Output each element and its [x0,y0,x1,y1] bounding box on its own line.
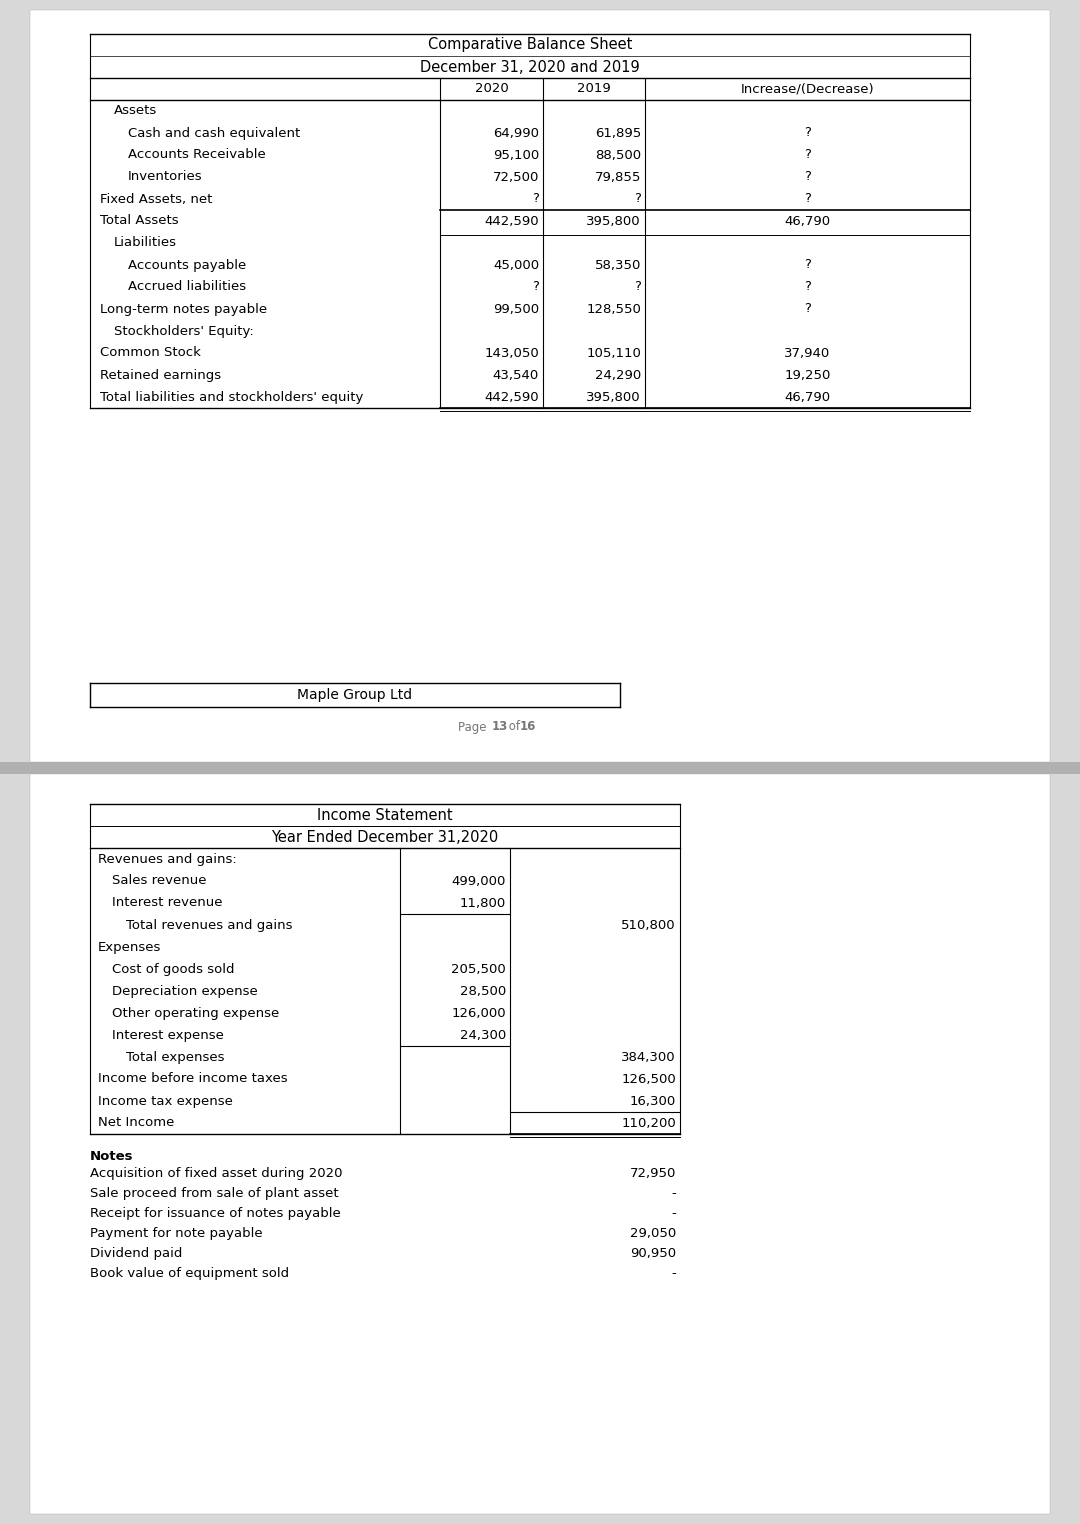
Text: Maple Group Ltd: Maple Group Ltd [297,687,413,703]
Text: Acquisition of fixed asset during 2020: Acquisition of fixed asset during 2020 [90,1167,342,1181]
Text: Accrued liabilities: Accrued liabilities [129,280,246,294]
Text: 45,000: 45,000 [492,259,539,271]
Text: Accounts payable: Accounts payable [129,259,246,271]
Text: 19,250: 19,250 [784,369,831,381]
Text: December 31, 2020 and 2019: December 31, 2020 and 2019 [420,59,639,75]
Text: Long-term notes payable: Long-term notes payable [100,302,267,315]
Text: Payment for note payable: Payment for note payable [90,1227,262,1241]
Text: 395,800: 395,800 [586,390,642,404]
Text: 43,540: 43,540 [492,369,539,381]
Text: Income before income taxes: Income before income taxes [98,1073,287,1085]
Text: Total expenses: Total expenses [126,1050,225,1064]
Text: -: - [672,1207,676,1221]
Text: 126,500: 126,500 [621,1073,676,1085]
Text: 16,300: 16,300 [630,1094,676,1108]
Text: 72,500: 72,500 [492,171,539,183]
Text: ?: ? [805,192,811,206]
Text: ?: ? [532,280,539,294]
Text: ?: ? [634,280,642,294]
Text: ?: ? [634,192,642,206]
Text: Income tax expense: Income tax expense [98,1094,233,1108]
Text: 128,550: 128,550 [586,302,642,315]
Text: Stockholders' Equity:: Stockholders' Equity: [114,325,254,337]
Text: Inventories: Inventories [129,171,203,183]
Text: Retained earnings: Retained earnings [100,369,221,381]
Text: 24,290: 24,290 [595,369,642,381]
Text: ?: ? [805,302,811,315]
Text: 110,200: 110,200 [621,1117,676,1129]
Bar [0,762,1080,774]
Text: ?: ? [805,259,811,271]
Text: 79,855: 79,855 [595,171,642,183]
Text: Assets: Assets [114,105,158,117]
Text: Net Income: Net Income [98,1117,174,1129]
Text: 105,110: 105,110 [586,346,642,360]
Text: 28,500: 28,500 [460,985,507,998]
Text: 64,990: 64,990 [492,126,539,140]
Text: 205,500: 205,500 [451,963,507,975]
Text: 46,790: 46,790 [784,390,831,404]
Text: 384,300: 384,300 [621,1050,676,1064]
Text: 58,350: 58,350 [595,259,642,271]
Text: 2019: 2019 [577,82,611,96]
Text: Expenses: Expenses [98,940,161,954]
Text: Book value of equipment sold: Book value of equipment sold [90,1268,289,1280]
Text: 61,895: 61,895 [595,126,642,140]
Text: Year Ended December 31,2020: Year Ended December 31,2020 [271,829,499,844]
Text: 24,300: 24,300 [460,1029,507,1041]
Text: Fixed Assets, net: Fixed Assets, net [100,192,213,206]
Text: ?: ? [805,280,811,294]
Text: Comparative Balance Sheet: Comparative Balance Sheet [428,38,632,52]
Text: 95,100: 95,100 [492,148,539,162]
Text: 99,500: 99,500 [492,302,539,315]
Text: 37,940: 37,940 [784,346,831,360]
Text: 46,790: 46,790 [784,215,831,227]
Text: 126,000: 126,000 [451,1006,507,1020]
Text: ?: ? [805,126,811,140]
Text: ?: ? [532,192,539,206]
Text: Cash and cash equivalent: Cash and cash equivalent [129,126,300,140]
Text: Sale proceed from sale of plant asset: Sale proceed from sale of plant asset [90,1187,339,1201]
Text: Notes: Notes [90,1149,134,1163]
Text: 442,590: 442,590 [484,390,539,404]
Text: Liabilities: Liabilities [114,236,177,250]
Bar [30,11,1050,762]
Text: Revenues and gains:: Revenues and gains: [98,852,237,866]
Text: Common Stock: Common Stock [100,346,201,360]
Text: Receipt for issuance of notes payable: Receipt for issuance of notes payable [90,1207,341,1221]
Text: Other operating expense: Other operating expense [112,1006,280,1020]
Text: of: of [505,721,524,733]
Text: 90,950: 90,950 [630,1248,676,1260]
Text: Sales revenue: Sales revenue [112,875,206,887]
Text: Total liabilities and stockholders' equity: Total liabilities and stockholders' equi… [100,390,363,404]
Text: 499,000: 499,000 [451,875,507,887]
Text: ?: ? [805,171,811,183]
Text: Depreciation expense: Depreciation expense [112,985,258,998]
Text: 510,800: 510,800 [621,919,676,931]
Text: 395,800: 395,800 [586,215,642,227]
Text: Income Statement: Income Statement [318,808,453,823]
Text: Interest expense: Interest expense [112,1029,224,1041]
Text: 11,800: 11,800 [460,896,507,910]
Text: Cost of goods sold: Cost of goods sold [112,963,234,975]
Bar [30,774,1050,1513]
Text: 442,590: 442,590 [484,215,539,227]
Text: Page: Page [458,721,490,733]
Text: Increase/(Decrease): Increase/(Decrease) [741,82,875,96]
Text: 143,050: 143,050 [484,346,539,360]
Text: Dividend paid: Dividend paid [90,1248,183,1260]
Text: Total revenues and gains: Total revenues and gains [126,919,293,931]
Text: 2020: 2020 [474,82,509,96]
Text: 16: 16 [519,721,537,733]
Text: 72,950: 72,950 [630,1167,676,1181]
Text: -: - [672,1268,676,1280]
Text: -: - [672,1187,676,1201]
Text: 29,050: 29,050 [630,1227,676,1241]
Text: Interest revenue: Interest revenue [112,896,222,910]
Text: 88,500: 88,500 [595,148,642,162]
Text: Accounts Receivable: Accounts Receivable [129,148,266,162]
Text: ?: ? [805,148,811,162]
Text: 13: 13 [492,721,509,733]
Text: Total Assets: Total Assets [100,215,178,227]
